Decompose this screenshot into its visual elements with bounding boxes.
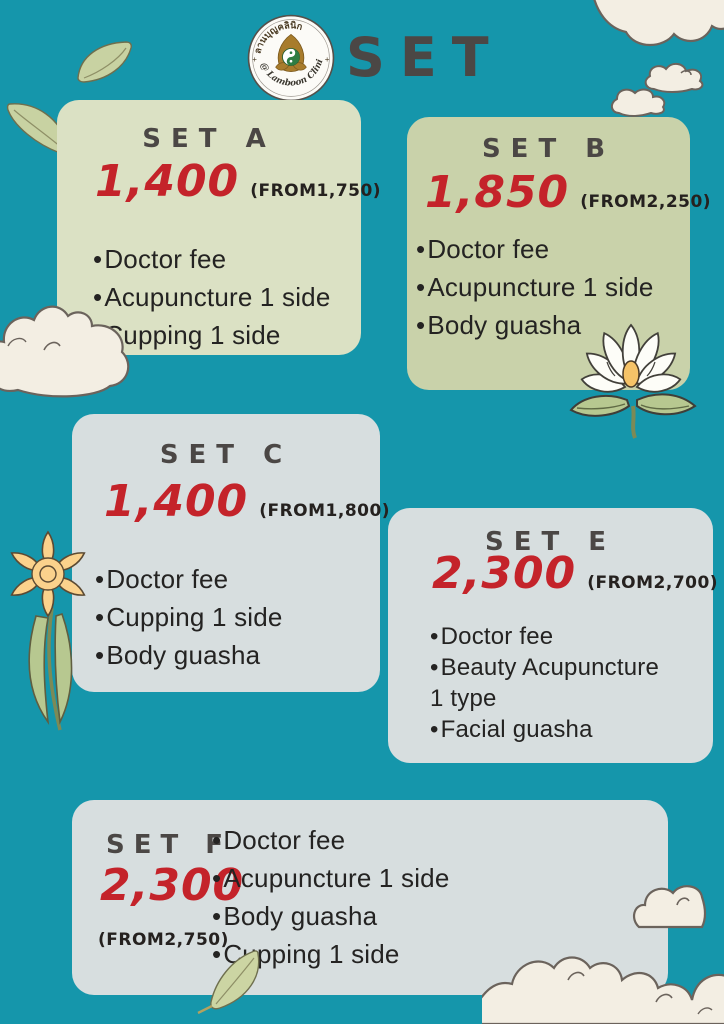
set-b-title: SET B [481,134,616,164]
list-item: Doctor fee [212,821,450,859]
set-f-card: SET F 2,300 (FROM2,750) Doctor feeAcupun… [72,800,668,995]
clinic-logo-icon: ลานบุญคลินิก @ Lamboon Clinic + + [244,7,335,102]
list-item: Acupuncture 1 side [212,859,450,897]
set-c-title: SET C [159,440,293,470]
list-item: Body guasha [212,897,450,935]
lotus-yinyang-emblem [275,33,307,72]
list-item: Body guasha [416,306,654,344]
set-f-original-price: (FROM2,750) [98,930,229,950]
set-b-price-row: 1,850 (FROM2,250) [425,167,711,218]
set-c-original-price: (FROM1,800) [259,501,391,521]
set-c-price-row: 1,400 (FROM1,800) [104,476,390,527]
cloud-icon [644,63,704,93]
clinic-logo: ลานบุญคลินิก @ Lamboon Clinic + + [244,7,335,102]
list-item: Cupping 1 side [212,935,450,973]
set-e-price: 2,300 [432,548,577,599]
set-a-items: Doctor feeAcupuncture 1 sideCupping 1 si… [93,240,331,354]
set-a-card: SET A 1,400 (FROM1,750) Doctor feeAcupun… [57,100,381,355]
list-item: Beauty Acupuncture 1 type [430,652,678,714]
logo-plus-left: + [252,55,257,64]
list-item: Doctor fee [416,230,654,268]
cloud-icon [611,88,666,117]
set-e-title: SET E [484,527,617,557]
cloud-icon [593,0,724,46]
set-a-price-row: 1,400 (FROM1,750) [95,156,381,207]
list-item: Body guasha [95,636,283,674]
list-item: Doctor fee [95,560,283,598]
set-a-price: 1,400 [95,156,240,207]
set-b-items: Doctor feeAcupuncture 1 sideBody guasha [416,230,654,344]
set-c-price: 1,400 [104,476,249,527]
logo-plus-right: + [325,55,330,64]
set-c-card: SET C 1,400 (FROM1,800) Doctor feeCuppin… [72,414,390,692]
page-title: SET [346,26,504,89]
set-f-title: SET F [106,830,233,860]
list-item: Acupuncture 1 side [416,268,654,306]
set-e-price-row: 2,300 (FROM2,700) [432,548,718,599]
leaf-icon [77,41,132,83]
set-b-card: SET B 1,850 (FROM2,250) Doctor feeAcupun… [407,117,711,390]
set-e-items: Doctor feeBeauty Acupuncture 1 typeFacia… [430,621,678,745]
set-a-original-price: (FROM1,750) [250,181,382,201]
set-e-original-price: (FROM2,700) [587,573,719,593]
set-f-items: Doctor feeAcupuncture 1 sideBody guashaC… [212,821,450,973]
list-item: Cupping 1 side [93,316,331,354]
list-item: Facial guasha [430,714,678,745]
list-item: Doctor fee [430,621,678,652]
set-b-price: 1,850 [425,167,570,218]
list-item: Doctor fee [93,240,331,278]
set-b-original-price: (FROM2,250) [580,192,712,212]
list-item: Acupuncture 1 side [93,278,331,316]
set-a-title: SET A [142,124,276,154]
set-c-items: Doctor feeCupping 1 sideBody guasha [95,560,283,674]
set-e-card: SET E 2,300 (FROM2,700) Doctor feeBeauty… [388,508,718,763]
list-item: Cupping 1 side [95,598,283,636]
